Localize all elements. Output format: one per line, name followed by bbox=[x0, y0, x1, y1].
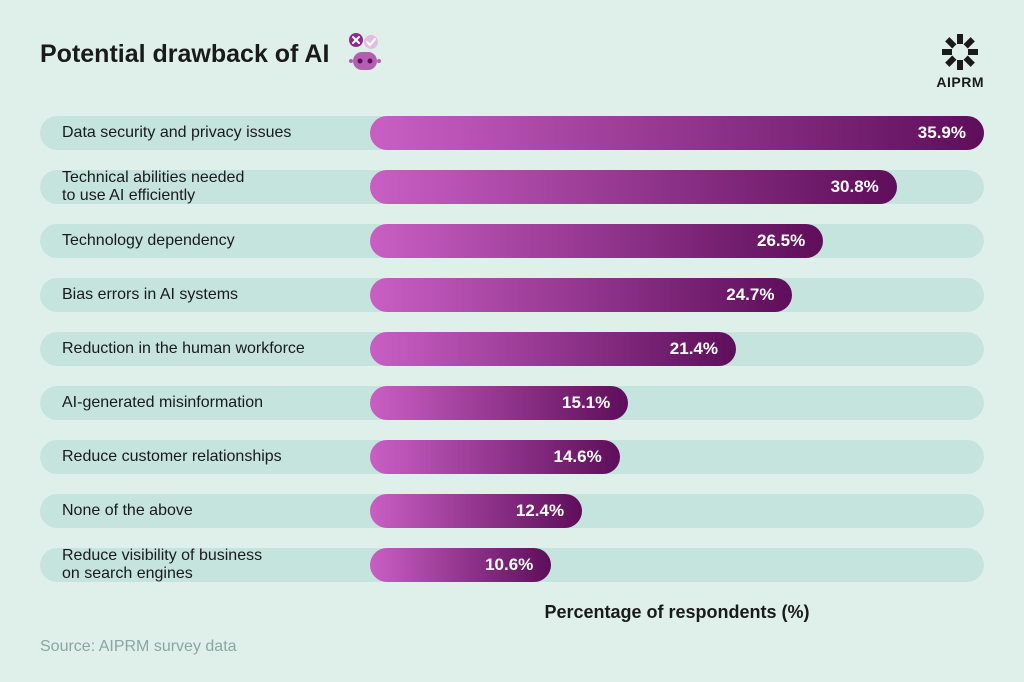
brand-logo: AIPRM bbox=[936, 32, 984, 90]
bar: 14.6% bbox=[370, 440, 620, 474]
logo-icon bbox=[940, 32, 980, 72]
bar-value: 35.9% bbox=[918, 123, 966, 143]
bar: 30.8% bbox=[370, 170, 897, 204]
bar-track: 12.4% bbox=[370, 494, 984, 528]
chart-row: Bias errors in AI systems 24.7% bbox=[40, 278, 984, 312]
bar-track: 10.6% bbox=[370, 548, 984, 582]
bar: 12.4% bbox=[370, 494, 582, 528]
bar-chart: Data security and privacy issues 35.9% Tec… bbox=[0, 90, 1024, 582]
bar-value: 21.4% bbox=[670, 339, 718, 359]
chart-row: Technical abilities neededto use AI effi… bbox=[40, 170, 984, 204]
chart-row: Technology dependency 26.5% bbox=[40, 224, 984, 258]
bar-track: 15.1% bbox=[370, 386, 984, 420]
chart-row: AI-generated misinformation 15.1% bbox=[40, 386, 984, 420]
chart-row: None of the above 12.4% bbox=[40, 494, 984, 528]
bar-track: 30.8% bbox=[370, 170, 984, 204]
bar-value: 10.6% bbox=[485, 555, 533, 575]
bar-label: Bias errors in AI systems bbox=[40, 286, 370, 304]
bar: 21.4% bbox=[370, 332, 736, 366]
bar-track: 24.7% bbox=[370, 278, 984, 312]
bar-value: 24.7% bbox=[726, 285, 774, 305]
logo-text: AIPRM bbox=[936, 74, 984, 90]
bar: 24.7% bbox=[370, 278, 792, 312]
source-text: Source: AIPRM survey data bbox=[40, 638, 237, 656]
bar-label: Data security and privacy issues bbox=[40, 124, 370, 142]
bar-value: 14.6% bbox=[554, 447, 602, 467]
bar-value: 15.1% bbox=[562, 393, 610, 413]
title-wrap: Potential drawback of AI bbox=[40, 32, 387, 76]
bar-value: 12.4% bbox=[516, 501, 564, 521]
chart-row: Reduce customer relationships 14.6% bbox=[40, 440, 984, 474]
bar-label: None of the above bbox=[40, 502, 370, 520]
bar-track: 14.6% bbox=[370, 440, 984, 474]
bar-label: Technology dependency bbox=[40, 232, 370, 250]
bar: 26.5% bbox=[370, 224, 823, 258]
header: Potential drawback of AI bbox=[0, 0, 1024, 90]
bar-label: AI-generated misinformation bbox=[40, 394, 370, 412]
bar-value: 30.8% bbox=[831, 177, 879, 197]
bar-track: 21.4% bbox=[370, 332, 984, 366]
bar-value: 26.5% bbox=[757, 231, 805, 251]
bar-label: Reduce visibility of businesson search e… bbox=[40, 547, 370, 584]
bar-label: Reduce customer relationships bbox=[40, 448, 370, 466]
bar-track: 26.5% bbox=[370, 224, 984, 258]
page-title: Potential drawback of AI bbox=[40, 40, 329, 69]
chart-row: Data security and privacy issues 35.9% bbox=[40, 116, 984, 150]
bar-track: 35.9% bbox=[370, 116, 984, 150]
bar: 35.9% bbox=[370, 116, 984, 150]
bar-label: Reduction in the human workforce bbox=[40, 340, 370, 358]
bar: 15.1% bbox=[370, 386, 628, 420]
bar-label: Technical abilities neededto use AI effi… bbox=[40, 169, 370, 206]
chart-row: Reduction in the human workforce 21.4% bbox=[40, 332, 984, 366]
bar: 10.6% bbox=[370, 548, 551, 582]
axis-label: Percentage of respondents (%) bbox=[330, 602, 1024, 623]
chart-row: Reduce visibility of businesson search e… bbox=[40, 548, 984, 582]
robot-icon bbox=[343, 32, 387, 76]
